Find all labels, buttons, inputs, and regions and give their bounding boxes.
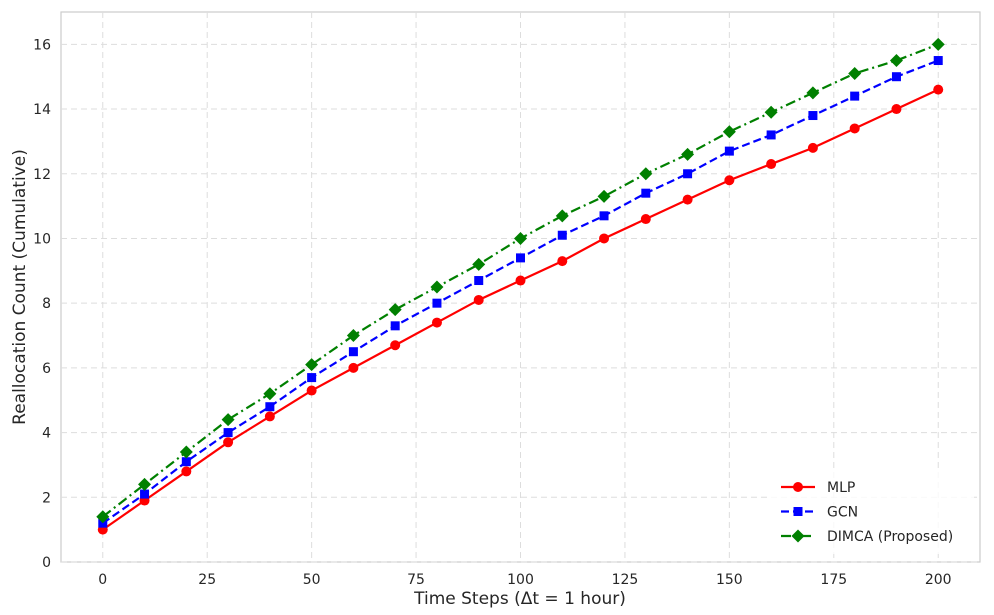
legend-item: MLP — [781, 480, 855, 496]
legend-item: DIMCA (Proposed) — [781, 529, 953, 545]
data-point — [223, 437, 234, 448]
x-tick-label: 200 — [925, 572, 952, 588]
data-point — [515, 275, 526, 286]
data-point — [181, 466, 192, 477]
x-axis-label: Time Steps (Δt = 1 hour) — [413, 589, 626, 609]
data-point — [555, 209, 569, 223]
data-point — [221, 413, 235, 427]
data-point — [390, 340, 401, 351]
data-point — [557, 230, 567, 240]
data-point — [889, 54, 903, 68]
y-tick-label: 0 — [42, 555, 51, 571]
data-point — [346, 329, 360, 343]
x-tick-label: 0 — [98, 572, 107, 588]
x-tick-label: 150 — [716, 572, 743, 588]
data-point — [891, 72, 901, 82]
data-point — [724, 146, 734, 156]
data-point — [264, 411, 275, 422]
data-point — [808, 111, 818, 121]
y-tick-label: 6 — [42, 361, 51, 377]
legend-marker — [791, 529, 805, 543]
x-tick-label: 125 — [612, 572, 639, 588]
data-point — [933, 84, 944, 95]
data-point — [807, 142, 818, 153]
data-point — [931, 37, 945, 51]
y-tick-label: 12 — [33, 167, 51, 183]
data-point — [96, 510, 110, 524]
data-point — [430, 280, 444, 294]
y-tick-label: 16 — [33, 37, 51, 53]
y-tick-label: 2 — [42, 490, 51, 506]
series-1 — [98, 56, 943, 528]
data-point — [806, 86, 820, 100]
series-layer — [96, 37, 945, 535]
data-point — [307, 373, 317, 383]
data-point — [348, 347, 358, 357]
data-point — [348, 362, 359, 373]
tick-labels: 0 25 50 75 100 125 150 175 200 0 2 4 6 8 10 12 14 16 — [33, 37, 951, 588]
data-point — [849, 123, 860, 134]
data-point — [722, 125, 736, 139]
x-tick-label: 25 — [198, 572, 216, 588]
data-point — [766, 130, 776, 140]
y-tick-label: 14 — [33, 102, 51, 118]
data-point — [848, 66, 862, 80]
data-point — [681, 147, 695, 161]
data-point — [388, 303, 402, 317]
data-point — [682, 194, 693, 205]
legend: MLP GCN DIMCA (Proposed) — [770, 472, 974, 554]
legend-box — [770, 472, 974, 554]
data-point — [390, 321, 400, 331]
data-point — [891, 104, 902, 115]
data-point — [305, 358, 319, 372]
y-axis-label: Reallocation Count (Cumulative) — [10, 149, 30, 425]
x-tick-label: 100 — [507, 572, 534, 588]
legend-marker — [793, 507, 803, 516]
data-point — [850, 91, 860, 101]
data-point — [933, 56, 943, 66]
data-point — [140, 489, 150, 499]
data-point — [683, 169, 693, 179]
data-point — [641, 188, 651, 198]
data-point — [516, 253, 525, 263]
data-point — [514, 231, 527, 245]
y-tick-label: 4 — [42, 426, 51, 442]
data-point — [432, 298, 442, 308]
data-point — [306, 385, 317, 396]
data-point — [764, 105, 778, 119]
data-point — [639, 167, 653, 181]
y-tick-label: 10 — [33, 231, 51, 247]
series-2 — [96, 37, 945, 524]
data-point — [223, 428, 233, 438]
data-point — [431, 317, 442, 328]
data-point — [599, 233, 610, 244]
legend-label: GCN — [827, 505, 858, 521]
legend-label: DIMCA (Proposed) — [827, 529, 953, 545]
data-point — [597, 189, 611, 203]
data-point — [472, 257, 486, 271]
data-point — [181, 457, 191, 467]
series-0 — [97, 84, 944, 535]
data-point — [473, 294, 484, 305]
legend-label: MLP — [827, 480, 855, 496]
data-point — [640, 214, 651, 225]
data-point — [474, 276, 484, 286]
legend-marker — [793, 482, 803, 492]
data-point — [724, 175, 735, 186]
legend-item: GCN — [781, 505, 858, 521]
data-point — [766, 159, 777, 170]
data-point — [263, 387, 277, 401]
y-tick-label: 8 — [42, 296, 51, 312]
data-point — [179, 445, 193, 459]
x-tick-label: 75 — [407, 572, 425, 588]
x-tick-label: 175 — [820, 572, 847, 588]
data-point — [557, 256, 568, 267]
data-point — [599, 211, 609, 221]
data-point — [265, 402, 275, 412]
grid — [61, 12, 980, 563]
data-point — [138, 477, 152, 491]
x-tick-label: 50 — [303, 572, 321, 588]
